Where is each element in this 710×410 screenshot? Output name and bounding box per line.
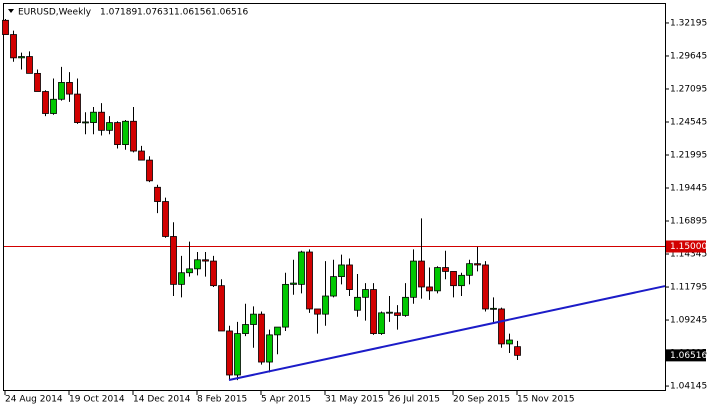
y-tick-label: 1.14345	[670, 250, 707, 260]
y-tick-label: 1.11795	[670, 283, 707, 293]
candle-body	[506, 339, 513, 345]
candle-body	[314, 308, 321, 315]
x-tick-label: 20 Sep 2015	[453, 395, 510, 405]
candle-body	[306, 251, 313, 310]
menu-arrow	[8, 9, 14, 13]
candle-body	[466, 263, 473, 276]
candle-body	[258, 313, 265, 363]
y-tick-label: 1.32195	[670, 18, 707, 28]
candle-body	[442, 267, 449, 272]
candle-body	[122, 120, 129, 145]
x-tick-label: 5 Apr 2015	[261, 395, 311, 405]
y-tick-label: 1.09245	[670, 316, 707, 326]
candle-body	[450, 271, 457, 287]
header-low: 1.06156	[174, 8, 211, 18]
candle-body	[50, 98, 57, 114]
candle-body	[434, 267, 441, 292]
candle-body	[170, 236, 177, 285]
candle-body	[66, 82, 73, 95]
candle-body	[250, 313, 257, 325]
y-tick-label: 1.29645	[670, 51, 707, 61]
price-label-box	[666, 349, 706, 362]
header-high: 1.07631	[137, 8, 174, 18]
y-tick-label: 1.04145	[670, 382, 707, 392]
candle-body	[266, 334, 273, 363]
candle-body	[114, 122, 121, 145]
chart-title: EURUSD,Weekly	[18, 8, 92, 18]
y-tick-label: 1.27095	[670, 84, 707, 94]
x-tick-label: 15 Nov 2015	[517, 395, 575, 405]
candle-body	[410, 260, 417, 298]
header-close: 1.06516	[211, 8, 248, 18]
level-label: 1.15000	[670, 242, 707, 252]
candle-body	[474, 263, 481, 266]
candle-body	[362, 289, 369, 298]
y-tick-label: 1.19445	[670, 184, 707, 194]
candle-body	[354, 296, 361, 311]
candle-body	[490, 307, 497, 310]
x-tick-label: 24 Aug 2014	[5, 395, 63, 405]
y-tick-label: 1.21995	[670, 150, 707, 160]
price-label: 1.06516	[670, 351, 707, 361]
candle-body	[346, 264, 353, 290]
y-tick-label: 1.24545	[670, 117, 707, 127]
candle-body	[146, 159, 153, 182]
candle-body	[282, 283, 289, 328]
y-tick-label: 1.16895	[670, 217, 707, 227]
candle-body	[202, 259, 209, 262]
candle-body	[482, 264, 489, 310]
candle-body	[74, 93, 81, 123]
candle-body	[194, 259, 201, 270]
candle-body	[394, 312, 401, 316]
candle-body	[498, 308, 505, 345]
candle-body	[138, 150, 145, 161]
candle-body	[162, 201, 169, 237]
candle-body	[2, 19, 9, 35]
candle-body	[42, 91, 49, 114]
candle-body	[34, 72, 41, 92]
candle-body	[18, 56, 25, 59]
candle-body	[386, 311, 393, 314]
x-tick-label: 8 Feb 2015	[197, 395, 247, 405]
candle-body	[58, 82, 65, 100]
candle-body	[10, 34, 17, 59]
x-tick-label: 14 Dec 2014	[133, 395, 191, 405]
level-label-box	[666, 240, 706, 253]
candle-body	[98, 111, 105, 131]
candle-body	[106, 122, 113, 131]
candle-body	[418, 260, 425, 288]
candle-body	[178, 272, 185, 285]
candle-body	[26, 56, 33, 74]
candle-body	[322, 295, 329, 315]
candle-body	[218, 285, 225, 332]
candle-body	[130, 120, 137, 152]
candle-body	[370, 289, 377, 334]
candle-body	[298, 251, 305, 285]
candle-body	[514, 346, 521, 356]
candle-body	[154, 186, 161, 202]
candle-body	[242, 324, 249, 334]
candle-body	[234, 333, 241, 376]
x-tick-label: 19 Oct 2014	[69, 395, 125, 405]
plot-frame	[3, 3, 666, 391]
candle-body	[378, 312, 385, 334]
candle-body	[210, 260, 217, 287]
candle-body	[290, 282, 297, 285]
candle-body	[330, 276, 337, 297]
candle-body	[90, 111, 97, 123]
candle-body	[458, 274, 465, 287]
trendline	[228, 285, 666, 382]
candle-body	[402, 296, 409, 316]
candle-body	[426, 286, 433, 292]
header-open: 1.07189	[100, 8, 137, 18]
candle-body	[186, 268, 193, 274]
candle-body	[82, 121, 89, 124]
candle-body	[338, 264, 345, 278]
x-tick-label: 26 Jul 2015	[389, 395, 440, 405]
x-tick-label: 31 May 2015	[325, 395, 384, 405]
candle-body	[226, 330, 233, 376]
candle-body	[274, 326, 281, 336]
